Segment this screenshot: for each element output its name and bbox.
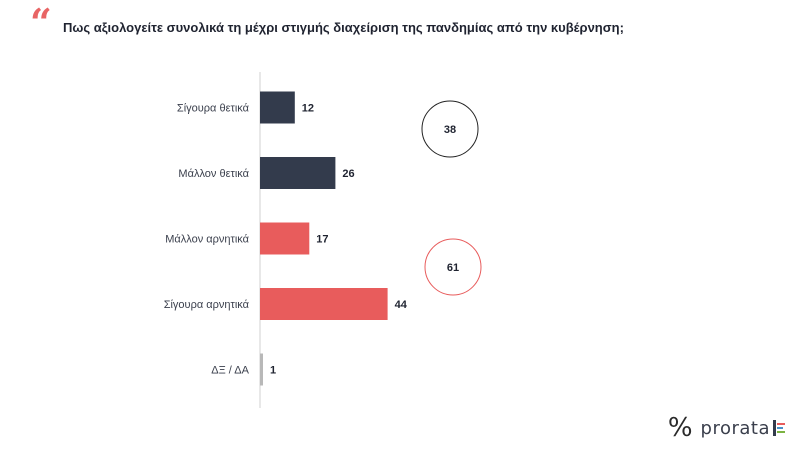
group-total-label-2: 61 <box>447 262 459 274</box>
bar-5 <box>260 353 263 386</box>
chart-question: Πως αξιολογείτε συνολικά τη μέχρι στιγμή… <box>63 20 624 35</box>
value-label-3: 17 <box>316 234 328 246</box>
bar-3 <box>260 222 310 255</box>
chart-header: “ Πως αξιολογείτε συνολικά τη μέχρι στιγ… <box>30 4 790 42</box>
category-label-2: Μάλλον θετικά <box>178 168 249 180</box>
value-label-2: 26 <box>342 168 354 180</box>
category-label-5: ΔΞ / ΔΑ <box>211 365 249 377</box>
bar-2 <box>260 157 336 189</box>
bar-4 <box>260 288 388 320</box>
value-label-5: 1 <box>270 365 276 377</box>
bar-1 <box>260 91 295 124</box>
percent-logo-icon: % <box>667 413 693 443</box>
logo-text: prorata <box>700 417 770 439</box>
prorata-logo: % prorata <box>668 415 785 441</box>
category-label-3: Μάλλον αρνητικά <box>165 234 249 246</box>
group-total-label-1: 38 <box>444 124 456 136</box>
logo-bars-icon <box>773 420 785 436</box>
quote-mark-icon: “ <box>30 0 52 45</box>
value-label-1: 12 <box>302 103 314 115</box>
category-label-4: Σίγουρα αρνητικά <box>164 299 250 311</box>
group-total-circle-1 <box>421 100 479 158</box>
category-label-1: Σίγουρα θετικά <box>177 103 250 115</box>
value-label-4: 44 <box>395 299 408 311</box>
group-total-circle-2 <box>424 238 482 296</box>
